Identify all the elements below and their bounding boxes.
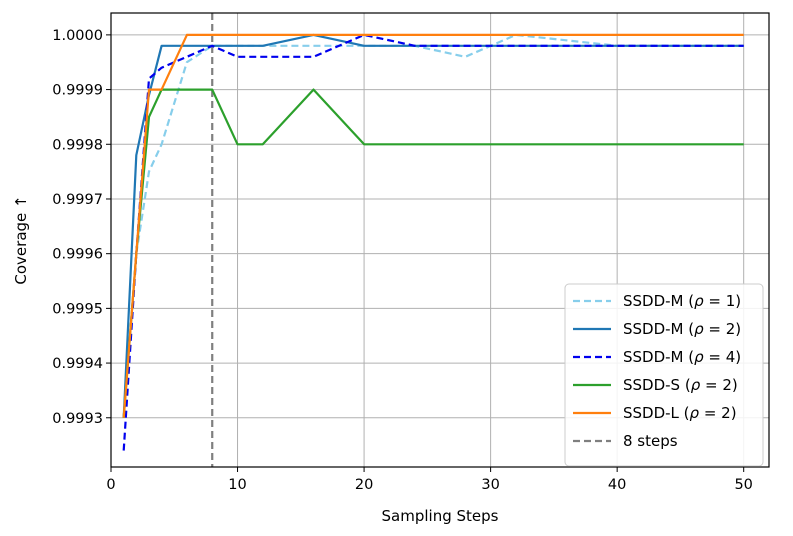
legend-label: 8 steps [623, 432, 678, 450]
x-tick-label: 30 [481, 477, 499, 493]
legend-label: SSDD-M (ρ = 2) [623, 320, 741, 338]
series-line-5 [122, 33, 744, 418]
y-tick-label: 0.9998 [52, 137, 103, 153]
legend-label: SSDD-L (ρ = 2) [623, 404, 737, 422]
legend-label: SSDD-M (ρ = 4) [623, 348, 741, 366]
legend-box [564, 283, 764, 467]
x-tick-label: 0 [106, 477, 115, 493]
x-tick-label: 20 [355, 477, 373, 493]
y-tick-label: 0.9997 [52, 192, 103, 208]
y-tick-label: 1.0000 [52, 28, 103, 44]
y-tick-label: 0.9995 [52, 301, 103, 317]
y-tick-label: 0.9999 [52, 83, 103, 99]
y-axis-title: Coverage ↑ [12, 195, 30, 284]
plot-frame [110, 12, 770, 468]
y-tick-label: 0.9993 [52, 411, 103, 427]
series-line-3 [122, 33, 744, 451]
legend-label: SSDD-S (ρ = 2) [623, 376, 738, 394]
y-tick-label: 0.9994 [52, 356, 103, 372]
x-tick-label: 50 [734, 477, 752, 493]
x-tick-label: 40 [608, 477, 626, 493]
y-tick-label: 0.9996 [52, 247, 103, 263]
series-line-4 [122, 88, 744, 418]
x-tick-label: 10 [228, 477, 246, 493]
legend-label: SSDD-M (ρ = 1) [623, 292, 741, 310]
series-layer [122, 33, 744, 451]
legend: SSDD-M (ρ = 1) SSDD-M (ρ = 2) SSDD-M (ρ = … [564, 283, 764, 467]
axes: 0 10 20 30 40 50 0.9993 0.9994 0.9995 0.9996 0.999… [52, 28, 753, 493]
x-axis-title: Sampling Steps [382, 507, 499, 525]
